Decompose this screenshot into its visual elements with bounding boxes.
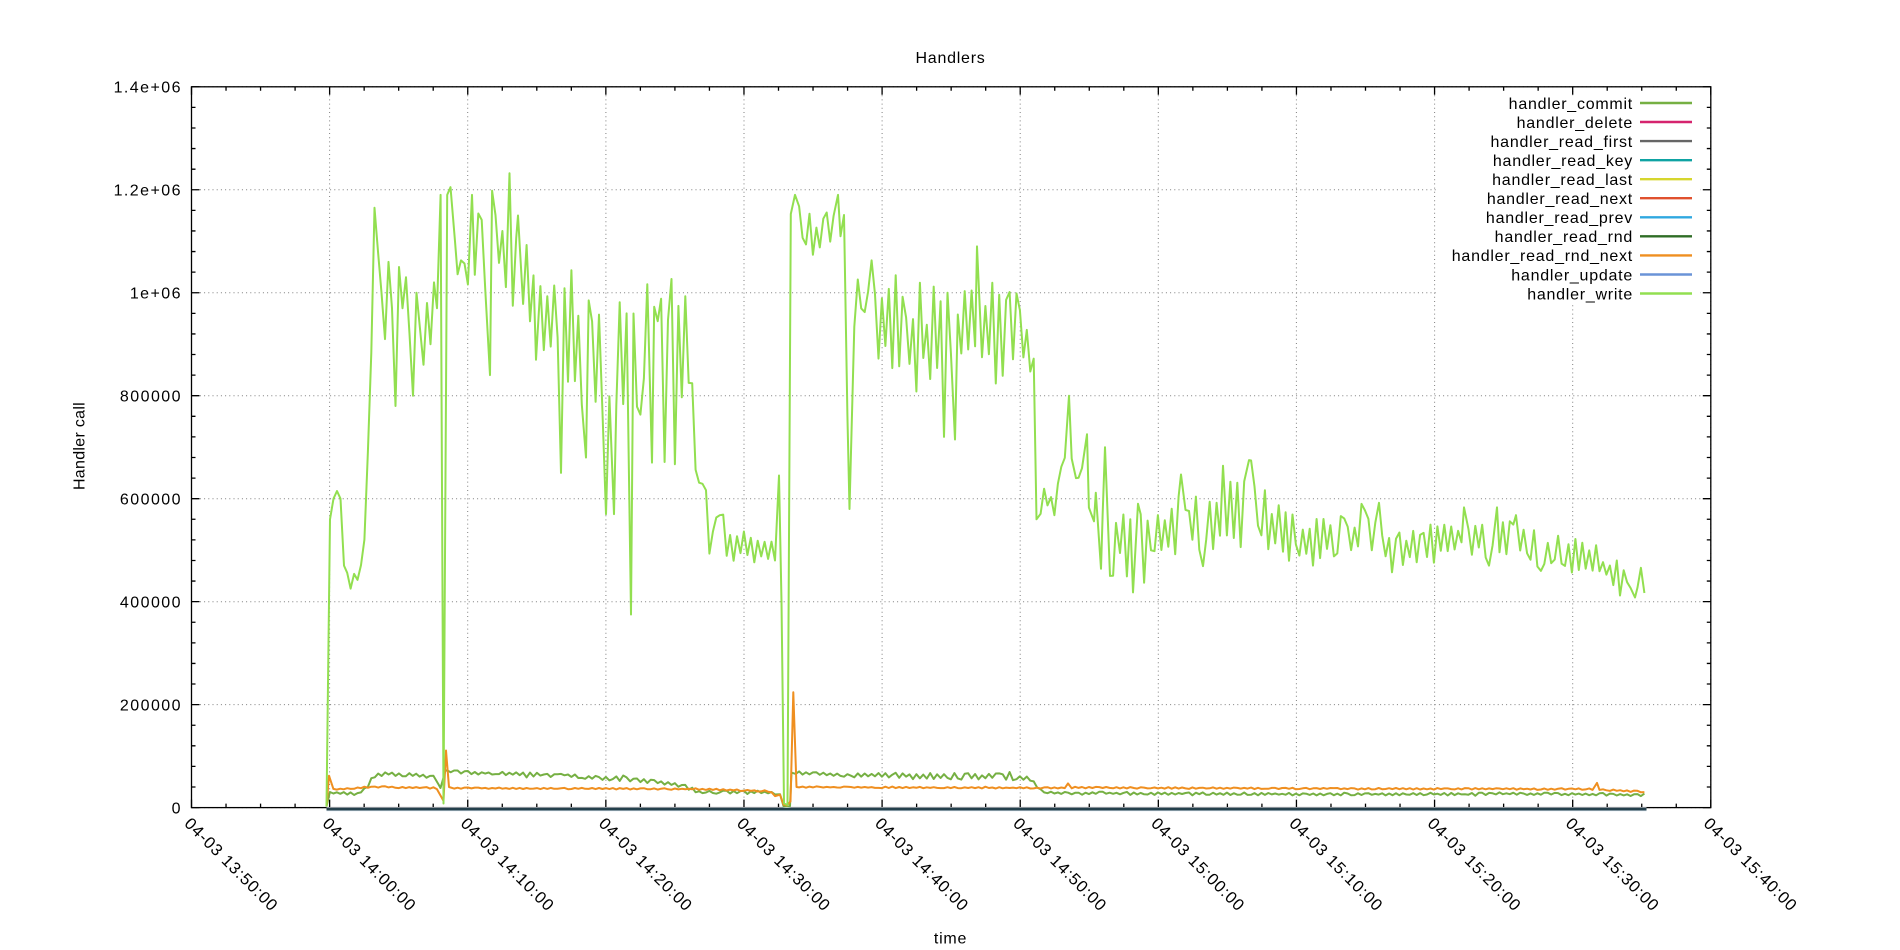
svg-text:400000: 400000 bbox=[120, 595, 182, 612]
svg-text:handler_read_next: handler_read_next bbox=[1487, 191, 1633, 208]
svg-text:600000: 600000 bbox=[120, 492, 182, 509]
svg-text:handler_commit: handler_commit bbox=[1509, 96, 1633, 113]
svg-text:1e+06: 1e+06 bbox=[130, 286, 182, 303]
svg-text:1.4e+06: 1.4e+06 bbox=[114, 80, 182, 97]
svg-text:1.2e+06: 1.2e+06 bbox=[114, 183, 182, 200]
svg-text:handler_delete: handler_delete bbox=[1517, 115, 1633, 132]
svg-text:200000: 200000 bbox=[120, 697, 182, 714]
svg-text:handler_write: handler_write bbox=[1527, 286, 1633, 303]
svg-text:handler_read_first: handler_read_first bbox=[1491, 134, 1633, 151]
svg-text:Handler call: Handler call bbox=[72, 402, 89, 490]
svg-text:Handlers: Handlers bbox=[915, 50, 985, 67]
svg-text:handler_read_rnd: handler_read_rnd bbox=[1495, 229, 1633, 246]
svg-text:handler_read_last: handler_read_last bbox=[1492, 172, 1633, 189]
svg-text:handler_read_key: handler_read_key bbox=[1493, 153, 1633, 170]
svg-text:time: time bbox=[934, 931, 967, 948]
svg-text:0: 0 bbox=[172, 800, 182, 817]
svg-text:handler_read_prev: handler_read_prev bbox=[1486, 210, 1633, 227]
svg-text:handler_read_rnd_next: handler_read_rnd_next bbox=[1452, 248, 1633, 265]
svg-text:800000: 800000 bbox=[120, 389, 182, 406]
svg-text:handler_update: handler_update bbox=[1511, 267, 1633, 284]
